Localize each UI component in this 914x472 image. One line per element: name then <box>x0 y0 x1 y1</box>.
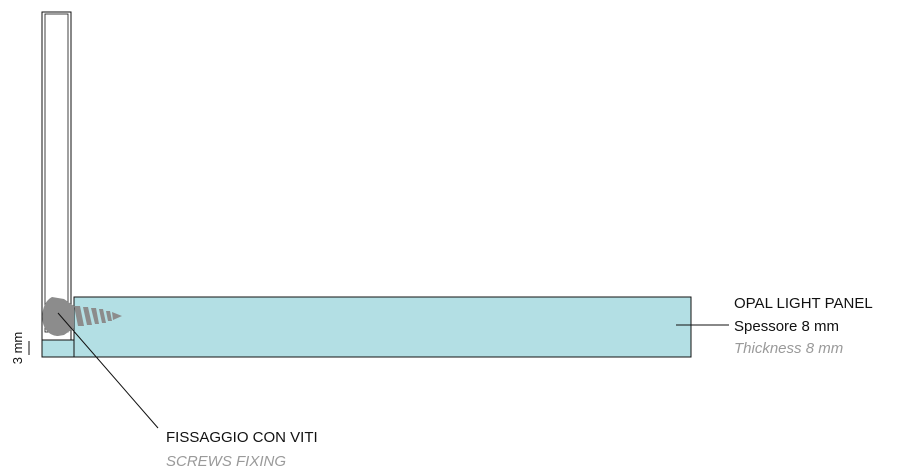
vertical-frame-outer <box>41 11 72 341</box>
panel-name: OPAL LIGHT PANEL <box>734 295 873 312</box>
screw-icon <box>42 297 122 336</box>
fixing-label-it: FISSAGGIO CON VITI <box>166 429 318 446</box>
panel-thickness-en: Thickness 8 mm <box>734 340 843 357</box>
panel-thickness-it: Spessore 8 mm <box>734 318 839 335</box>
screw-head <box>42 297 74 336</box>
screw-thread <box>74 306 122 326</box>
opal-light-panel <box>73 296 692 358</box>
fixing-label-en: SCREWS FIXING <box>166 453 286 470</box>
dimension-label: 3 mm <box>10 332 25 365</box>
fixing-leader-line <box>57 312 159 429</box>
frame-profile <box>41 11 72 341</box>
